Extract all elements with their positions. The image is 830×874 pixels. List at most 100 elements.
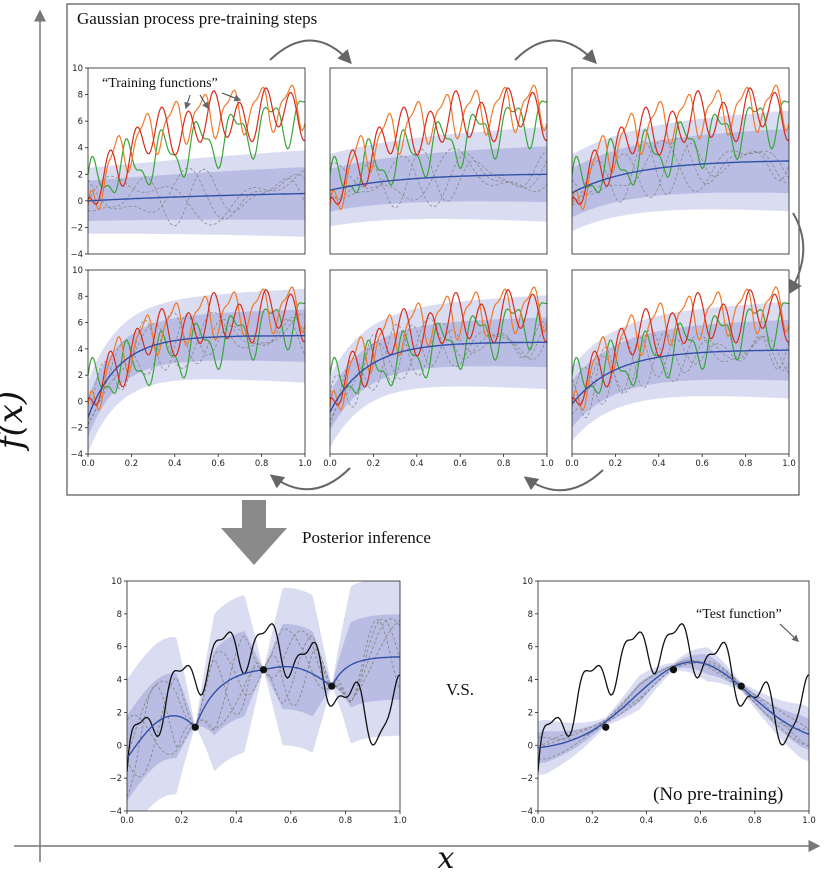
uncertainty-band-inner bbox=[330, 317, 547, 431]
training-function-orange bbox=[572, 84, 789, 211]
gp-sample-line bbox=[88, 167, 305, 220]
posterior-down-arrow bbox=[221, 500, 287, 565]
x-tick-label: 0.6 bbox=[453, 459, 467, 469]
training-function-orange bbox=[330, 286, 547, 412]
gp-sample-line bbox=[572, 137, 789, 203]
gp-sample-line bbox=[88, 314, 305, 425]
x-tick-label: 0.0 bbox=[81, 459, 95, 469]
vs-label: V.S. bbox=[446, 680, 474, 699]
plot-frame bbox=[537, 580, 810, 812]
training-function-red bbox=[88, 87, 305, 205]
training-functions-label: “Training functions” bbox=[102, 76, 218, 91]
posterior-mean-line bbox=[572, 160, 789, 194]
x-tick-label: 0.6 bbox=[284, 816, 298, 826]
plot-frame bbox=[329, 67, 548, 255]
x-tick-label: 1.0 bbox=[298, 459, 312, 469]
y-tick-label: 8 bbox=[78, 292, 83, 302]
x-tick-label: 0.4 bbox=[410, 459, 424, 469]
gp-sample-line bbox=[330, 321, 547, 408]
gp-sample-line bbox=[572, 335, 789, 419]
y-tick-label: −2 bbox=[520, 774, 533, 784]
posterior-mean-line bbox=[330, 341, 547, 413]
posterior-mean-line bbox=[88, 192, 305, 202]
gp-sample-line bbox=[330, 317, 547, 421]
plot-frame bbox=[87, 269, 306, 455]
uncertainty-band-inner bbox=[572, 319, 789, 428]
plot-panel: 10 8 6 4 2 0 −2 −40.0 0.2 0.4 0.6 0.8 1.0 bbox=[70, 266, 311, 469]
plot-frame bbox=[571, 67, 790, 255]
x-tick-label: 0.0 bbox=[565, 459, 579, 469]
plot-frame bbox=[571, 269, 790, 455]
y-axis-label: f(x) bbox=[0, 391, 31, 452]
y-tick-label: −2 bbox=[70, 424, 83, 434]
y-tick-label: 4 bbox=[78, 144, 83, 154]
uncertainty-band-inner bbox=[330, 146, 547, 212]
x-tick-label: 0.0 bbox=[531, 816, 545, 826]
x-tick-label: 0.2 bbox=[609, 459, 623, 469]
x-tick-label: 0.0 bbox=[323, 459, 337, 469]
plot-area bbox=[127, 581, 400, 811]
y-tick-label: 0 bbox=[528, 741, 533, 751]
gp-sample-line bbox=[572, 329, 789, 415]
y-tick-label: 6 bbox=[78, 319, 83, 329]
x-tick-label: 0.8 bbox=[748, 816, 762, 826]
arrow-step5-to-step4 bbox=[269, 467, 351, 491]
y-tick-label: −4 bbox=[109, 807, 122, 817]
y-tick-label: 4 bbox=[78, 345, 83, 355]
test-function-arrow bbox=[779, 623, 800, 642]
gp-sample-line bbox=[330, 153, 547, 207]
plot-area bbox=[88, 84, 305, 237]
y-tick-label: 0 bbox=[78, 197, 83, 207]
plot-frame bbox=[87, 67, 306, 255]
observation-point bbox=[259, 666, 268, 674]
x-tick-label: 0.6 bbox=[211, 459, 225, 469]
x-tick-label: 0.8 bbox=[339, 816, 353, 826]
y-tick-label: 0 bbox=[117, 741, 122, 751]
gp-sample-line bbox=[88, 168, 305, 227]
training-function-red bbox=[330, 87, 547, 205]
posterior-mean-line bbox=[330, 173, 547, 191]
y-tick-label: 6 bbox=[78, 117, 83, 127]
training-function-orange bbox=[572, 286, 789, 412]
arrow-step3-to-step6 bbox=[788, 212, 805, 295]
arrow-step1-to-step2 bbox=[269, 39, 352, 65]
plot-panel bbox=[329, 67, 548, 255]
plot-panel: 10 8 6 4 2 0 −2 −40.0 0.2 0.4 0.6 0.8 1.0 bbox=[109, 577, 406, 826]
pretraining-frame bbox=[66, 3, 800, 496]
training-function-orange bbox=[88, 84, 305, 211]
posterior-label: Posterior inference bbox=[302, 528, 431, 547]
x-tick-label: 0.6 bbox=[694, 816, 708, 826]
observation-point bbox=[191, 723, 199, 731]
x-tick-label: 0.2 bbox=[175, 816, 189, 826]
observation-point bbox=[602, 723, 610, 731]
y-tick-label: 10 bbox=[522, 577, 533, 587]
training-function-red bbox=[572, 87, 789, 205]
x-tick-label: 0.4 bbox=[168, 459, 182, 469]
observation-point bbox=[328, 682, 336, 690]
x-tick-label: 0.8 bbox=[739, 459, 753, 469]
training-function-orange bbox=[88, 286, 305, 412]
x-tick-label: 0.4 bbox=[229, 816, 243, 826]
y-tick-label: 8 bbox=[528, 610, 533, 620]
posterior-mean-line bbox=[572, 349, 789, 405]
gp-sample-line bbox=[538, 660, 809, 749]
x-tick-label: 0.2 bbox=[585, 816, 599, 826]
y-tick-label: −2 bbox=[70, 223, 83, 233]
uncertainty-band-inner bbox=[88, 167, 305, 222]
y-tick-label: 2 bbox=[528, 708, 533, 718]
plot-frame bbox=[329, 269, 548, 455]
training-arrow-2 bbox=[199, 94, 209, 110]
y-tick-label: 0 bbox=[78, 397, 83, 407]
gp-sample-line bbox=[572, 331, 789, 405]
gp-sample-line bbox=[538, 660, 809, 760]
training-function-orange bbox=[330, 84, 547, 211]
gp-sample-line bbox=[330, 148, 547, 209]
uncertainty-band-inner bbox=[538, 654, 809, 764]
x-tick-label: 0.8 bbox=[497, 459, 511, 469]
x-tick-label: 0.4 bbox=[640, 816, 654, 826]
x-tick-label: 1.0 bbox=[540, 459, 554, 469]
pretraining-title: Gaussian process pre-training steps bbox=[77, 9, 317, 28]
x-tick-label: 1.0 bbox=[782, 459, 796, 469]
y-tick-label: 2 bbox=[117, 708, 122, 718]
